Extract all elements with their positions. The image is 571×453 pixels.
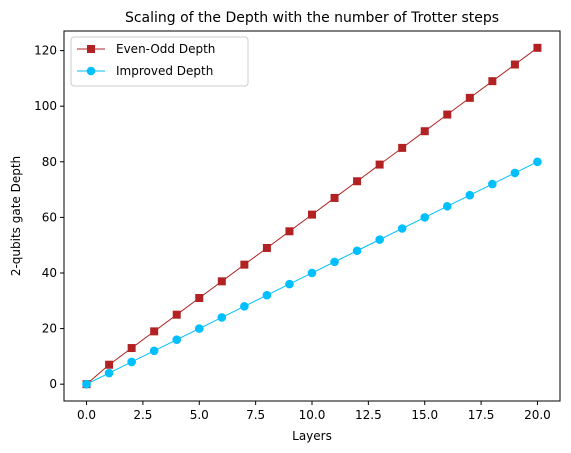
data-point-circle <box>240 302 249 311</box>
data-point-square <box>510 60 519 69</box>
x-tick-label: 0.0 <box>77 408 96 422</box>
data-point-circle <box>307 268 317 278</box>
y-tick-label: 120 <box>34 44 57 58</box>
x-tick-label: 20.0 <box>524 408 551 422</box>
legend-marker-square <box>87 45 95 53</box>
data-point-square <box>195 294 204 303</box>
data-point-circle <box>194 324 204 333</box>
x-tick-label: 10.0 <box>299 408 326 422</box>
data-point-circle <box>442 201 452 211</box>
data-point-square <box>420 127 429 136</box>
data-point-circle <box>510 168 520 178</box>
data-point-square <box>240 260 249 269</box>
y-tick-label: 60 <box>42 210 57 224</box>
data-point-circle <box>533 157 542 167</box>
data-point-square <box>353 177 362 186</box>
x-tick-label: 17.5 <box>468 408 495 422</box>
data-point-circle <box>330 257 339 267</box>
data-point-circle <box>488 179 497 189</box>
data-point-circle <box>375 235 384 244</box>
series-layer <box>82 43 542 389</box>
data-point-square <box>465 93 474 102</box>
data-point-circle <box>262 290 272 300</box>
data-point-circle <box>127 357 136 367</box>
data-point-circle <box>82 379 91 389</box>
data-point-circle <box>465 190 475 200</box>
y-tick-label: 100 <box>34 99 57 113</box>
data-point-circle <box>285 279 294 289</box>
y-tick-label: 20 <box>42 322 57 336</box>
data-point-circle <box>217 313 227 322</box>
x-tick-label: 2.5 <box>133 408 152 422</box>
data-point-square <box>105 360 114 369</box>
data-point-circle <box>149 346 159 356</box>
data-point-square <box>285 227 294 236</box>
y-tick-label: 0 <box>49 377 57 391</box>
data-point-circle <box>172 335 182 345</box>
data-point-circle <box>420 213 430 222</box>
data-point-square <box>127 344 136 353</box>
data-point-square <box>262 243 271 252</box>
x-axis-ticks: 0.0 2.5 5.0 7.5 10.0 12.5 15.0 17.5 20.0 <box>77 401 551 422</box>
legend-box <box>70 36 249 87</box>
y-tick-label: 40 <box>42 266 57 280</box>
data-point-circle <box>397 224 407 233</box>
data-point-square <box>375 160 384 169</box>
legend-label: Even-Odd Depth <box>116 42 215 56</box>
legend-marker-circle <box>86 66 96 76</box>
legend: Even-Odd Depth Improved Depth <box>70 36 249 87</box>
data-point-square <box>443 110 452 119</box>
x-tick-label: 12.5 <box>355 408 382 422</box>
data-point-square <box>150 327 159 336</box>
data-point-circle <box>352 246 362 256</box>
y-tick-label: 80 <box>42 155 57 169</box>
y-axis-ticks: 0 20 40 60 80 100 120 <box>34 44 64 391</box>
x-tick-label: 15.0 <box>411 408 438 422</box>
y-axis-label: 2-qubits gate Depth <box>9 156 23 276</box>
data-point-circle <box>104 368 114 378</box>
data-point-square <box>172 310 181 319</box>
legend-label: Improved Depth <box>116 64 213 78</box>
data-point-square <box>308 210 316 219</box>
x-axis-label: Layers <box>292 429 332 443</box>
data-point-square <box>398 143 407 152</box>
data-point-square <box>330 193 339 202</box>
x-tick-label: 7.5 <box>246 408 265 422</box>
data-point-square <box>533 43 542 52</box>
data-point-square <box>217 277 226 286</box>
chart-title: Scaling of the Depth with the number of … <box>125 10 499 26</box>
x-tick-label: 5.0 <box>190 408 209 422</box>
data-point-square <box>488 77 497 86</box>
